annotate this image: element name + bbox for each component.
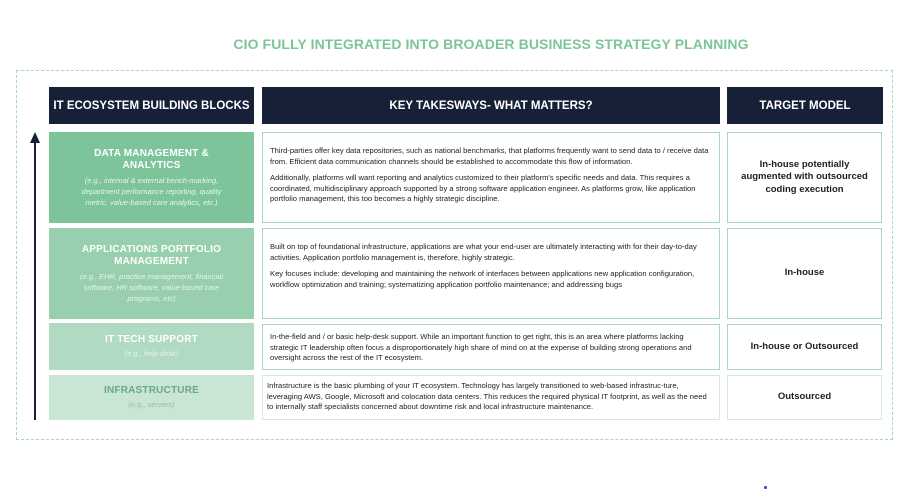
target-model-it-tech-support: In-house or Outsourced xyxy=(727,324,882,370)
takeaway-text: In-the-field and / or basic help-desk su… xyxy=(270,332,692,362)
block-data-management: DATA MANAGEMENT & ANALYTICS (e.g., inter… xyxy=(49,132,254,223)
takeaway-cell-applications-portfolio: Built on top of foundational infrastruct… xyxy=(262,228,720,319)
block-title: INFRASTRUCTURE xyxy=(103,384,200,396)
target-model-text: Outsourced xyxy=(777,391,832,403)
target-model-text: In-house xyxy=(784,267,825,279)
block-it-tech-support: IT TECH SUPPORT (e.g., help desk) xyxy=(49,323,254,370)
block-examples: (e.g., EHR, practice management, financi… xyxy=(80,271,223,303)
takeaway-text: Infrastructure is the basic plumbing of … xyxy=(267,381,707,411)
block-examples: (e.g., servers) xyxy=(128,400,175,410)
takeaway-text: Additionally, platforms will want report… xyxy=(270,173,696,203)
target-model-text: In-house or Outsourced xyxy=(750,340,859,352)
target-model-text: In-house potentially augmented with outs… xyxy=(741,158,868,195)
diagram-title: CIO FULLY INTEGRATED INTO BROADER BUSINE… xyxy=(233,36,749,52)
stray-dot xyxy=(764,486,767,489)
takeaway-text: Built on top of foundational infrastruct… xyxy=(270,242,697,262)
target-model-data-management: In-house potentially augmented with outs… xyxy=(727,132,882,223)
block-examples: (e.g., help desk) xyxy=(124,349,179,359)
takeaway-text: Key focuses include: developing and main… xyxy=(270,269,695,289)
takeaway-cell-it-tech-support: In-the-field and / or basic help-desk su… xyxy=(262,324,720,370)
takeaway-cell-data-management: Third-parties offer key data repositorie… xyxy=(262,132,720,223)
takeaway-cell-infrastructure: Infrastructure is the basic plumbing of … xyxy=(262,375,720,420)
target-model-infrastructure: Outsourced xyxy=(727,375,882,420)
block-title: IT TECH SUPPORT xyxy=(104,333,198,345)
block-applications-portfolio: APPLICATIONS PORTFOLIO MANAGEMENT (e.g.,… xyxy=(49,228,254,319)
arrow-up-icon xyxy=(30,132,40,420)
target-model-applications-portfolio: In-house xyxy=(727,228,882,319)
block-examples: (e.g., internal & external bench-marking… xyxy=(81,175,222,207)
header-key-takeaways: KEY TAKESWAYS- WHAT MATTERS? xyxy=(262,87,720,124)
strategy-frame xyxy=(16,70,893,440)
block-title: APPLICATIONS PORTFOLIO MANAGEMENT xyxy=(81,243,222,268)
block-title: DATA MANAGEMENT & ANALYTICS xyxy=(94,147,209,172)
takeaway-text: Third-parties offer key data repositorie… xyxy=(270,146,709,166)
header-building-blocks: IT ECOSYSTEM BUILDING BLOCKS xyxy=(49,87,254,124)
block-infrastructure: INFRASTRUCTURE (e.g., servers) xyxy=(49,375,254,420)
header-target-model: TARGET MODEL xyxy=(727,87,883,124)
